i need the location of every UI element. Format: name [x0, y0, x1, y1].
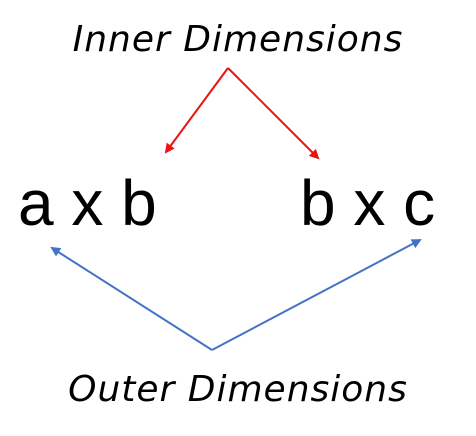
right-matrix-dimensions: b x c [300, 167, 436, 239]
outer-dimensions-label: Outer Dimensions [68, 369, 408, 410]
inner-dimensions-label: Inner Dimensions [72, 19, 404, 60]
left-matrix-dimensions: a x b [18, 167, 157, 239]
inner-arrow-left [164, 67, 229, 154]
inner-arrow-right [227, 67, 320, 160]
outer-arrow-right [211, 239, 422, 351]
outer-arrow-left [50, 246, 213, 351]
